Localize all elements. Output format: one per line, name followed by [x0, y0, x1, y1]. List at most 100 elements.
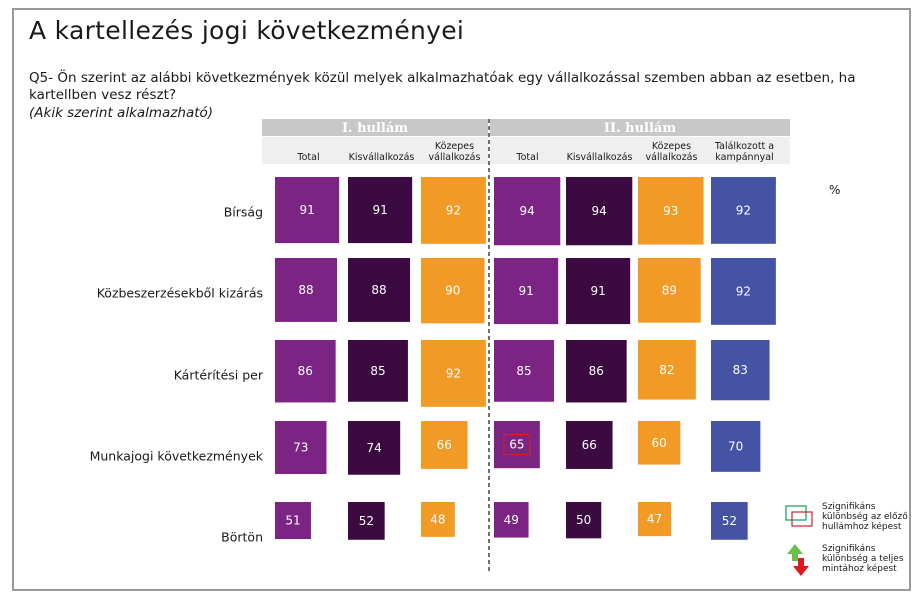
value-cell: [421, 177, 486, 244]
value-label: 92: [736, 203, 751, 217]
value-label: 90: [445, 284, 460, 298]
question-text: Q5- Ön szerint az alábbi következmények …: [29, 70, 856, 103]
value-cell: [494, 258, 559, 325]
column-header: Total: [515, 152, 538, 163]
legend-text-prev: Szignifikáns különbség az előző hullámhoz …: [822, 502, 908, 532]
row-label: Kártérítési per: [174, 368, 264, 383]
value-cell: [711, 421, 761, 472]
value-cell: [421, 340, 486, 407]
row-label: Börtön: [221, 530, 263, 545]
value-label: 49: [504, 513, 519, 527]
value-label: 60: [652, 436, 667, 450]
value-label: 52: [359, 514, 374, 528]
value-cell: [638, 421, 681, 465]
value-cell: [348, 340, 408, 402]
subtitle: (Akik szerint alkalmazható): [29, 105, 214, 121]
value-label: 48: [430, 512, 445, 526]
value-cell: [421, 502, 455, 537]
value-cell: [421, 258, 485, 324]
value-cell: [421, 421, 468, 469]
significance-marker: [503, 434, 531, 456]
value-cell: [711, 258, 776, 325]
value-label: 85: [516, 364, 531, 378]
value-cell: [275, 502, 311, 540]
value-label: 47: [647, 512, 662, 526]
arrow-up-icon: [787, 544, 803, 561]
value-cell: [494, 340, 554, 402]
value-cell: [348, 258, 411, 322]
value-label: 83: [733, 363, 748, 377]
value-label: 92: [446, 203, 461, 217]
wave-header-bg-2: [490, 119, 790, 136]
value-label: 66: [582, 438, 597, 452]
value-cell: [494, 502, 529, 538]
column-header: Közepes vállalkozás: [429, 141, 481, 163]
value-label: 65: [509, 438, 524, 452]
column-header: Kisvállalkozás: [567, 152, 633, 163]
value-label: 92: [736, 284, 751, 298]
value-label: 88: [298, 283, 313, 297]
value-cell: [638, 502, 672, 537]
value-label: 91: [590, 284, 605, 298]
value-cell: [566, 340, 627, 403]
value-cell: [275, 421, 327, 475]
chart-frame: [12, 8, 911, 591]
value-cell: [566, 421, 613, 469]
value-cell: [348, 421, 401, 475]
value-label: 86: [298, 364, 313, 378]
value-label: 91: [518, 284, 533, 298]
legend-text-total: Szignifikáns különbség a teljes mintához k…: [822, 544, 904, 574]
value-cell: [711, 177, 776, 244]
column-header: Total: [296, 152, 319, 163]
value-cell: [348, 177, 413, 244]
value-label: 82: [659, 363, 674, 377]
value-label: 86: [589, 364, 604, 378]
row-label: Közbeszerzésekből kizárás: [97, 286, 263, 301]
value-label: 74: [366, 441, 381, 455]
value-cell: [566, 258, 631, 325]
value-cell: [711, 502, 748, 540]
row-label: Bírság: [224, 205, 263, 220]
value-label: 92: [446, 366, 461, 380]
value-label: 66: [437, 438, 452, 452]
arrow-down-icon: [793, 558, 809, 576]
value-label: 52: [722, 514, 737, 528]
value-cell: [566, 502, 602, 539]
value-cell: [275, 340, 336, 403]
value-cell: [275, 258, 338, 322]
value-label: 88: [371, 283, 386, 297]
value-label: 85: [370, 364, 385, 378]
value-label: 51: [285, 514, 300, 528]
legend-red-box: [791, 511, 813, 527]
value-cell: [711, 340, 770, 401]
value-label: 91: [299, 203, 314, 217]
unit-label: %: [829, 183, 840, 197]
wave-header-bg-1: [262, 119, 488, 136]
column-header: Közepes vállalkozás: [646, 141, 698, 163]
column-header: Találkozott a kampánnyal: [714, 141, 774, 163]
value-cell: [494, 177, 561, 246]
page-title: A kartellezés jogi következményei: [29, 16, 465, 45]
value-label: 70: [728, 439, 743, 453]
value-label: 93: [663, 204, 678, 218]
value-cell: [348, 502, 385, 540]
column-header-bg-2: [490, 137, 790, 164]
value-label: 94: [520, 204, 535, 218]
legend-green-box: [785, 505, 807, 521]
value-label: 89: [662, 283, 677, 297]
row-label: Munkajogi következmények: [90, 449, 264, 464]
value-cell: [566, 177, 633, 246]
value-cell: [275, 177, 340, 244]
value-label: 91: [372, 203, 387, 217]
value-label: 73: [293, 441, 308, 455]
wave-header-1: I. hullám: [342, 121, 408, 136]
value-cell: [638, 340, 696, 400]
wave-header-2: II. hullám: [604, 121, 676, 136]
value-label: 50: [576, 513, 591, 527]
column-header: Kisvállalkozás: [349, 152, 415, 163]
value-cell: [494, 421, 540, 469]
value-cell: [638, 258, 701, 323]
value-label: 94: [592, 204, 607, 218]
column-header-bg-1: [262, 137, 488, 164]
